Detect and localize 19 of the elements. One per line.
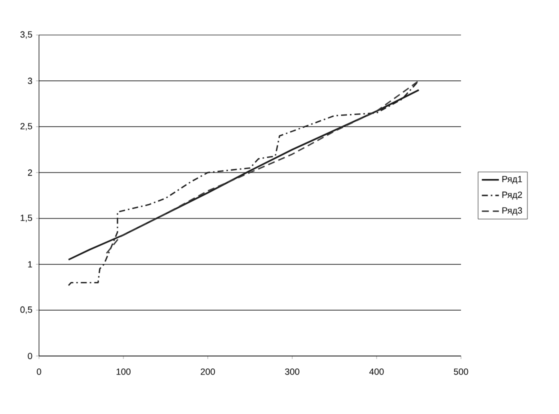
- y-tick-label: 0: [28, 352, 32, 360]
- y-tick-label: 2: [28, 169, 32, 176]
- y-tick-label: 1: [28, 261, 32, 268]
- y-tick-label: 2,5: [20, 123, 32, 130]
- x-tick-label: 0: [36, 368, 42, 375]
- x-tick-label: 300: [285, 368, 300, 375]
- x-tick-label: 400: [369, 368, 384, 375]
- x-tick-label: 100: [116, 368, 131, 375]
- y-tick-label: 3,5: [20, 31, 32, 39]
- y-tick-label: 1,5: [20, 214, 32, 222]
- y-tick-label: 3: [28, 78, 32, 84]
- line-series: [68, 80, 420, 286]
- legend-label: Ряд3: [502, 207, 522, 216]
- legend-label: Ряд2: [502, 192, 522, 200]
- line-series: [106, 80, 420, 254]
- y-tick-label: 0,5: [20, 306, 32, 314]
- x-tick-label: 500: [454, 368, 468, 375]
- x-tick-label: 200: [200, 368, 215, 375]
- legend-label: Ряд1: [502, 176, 522, 184]
